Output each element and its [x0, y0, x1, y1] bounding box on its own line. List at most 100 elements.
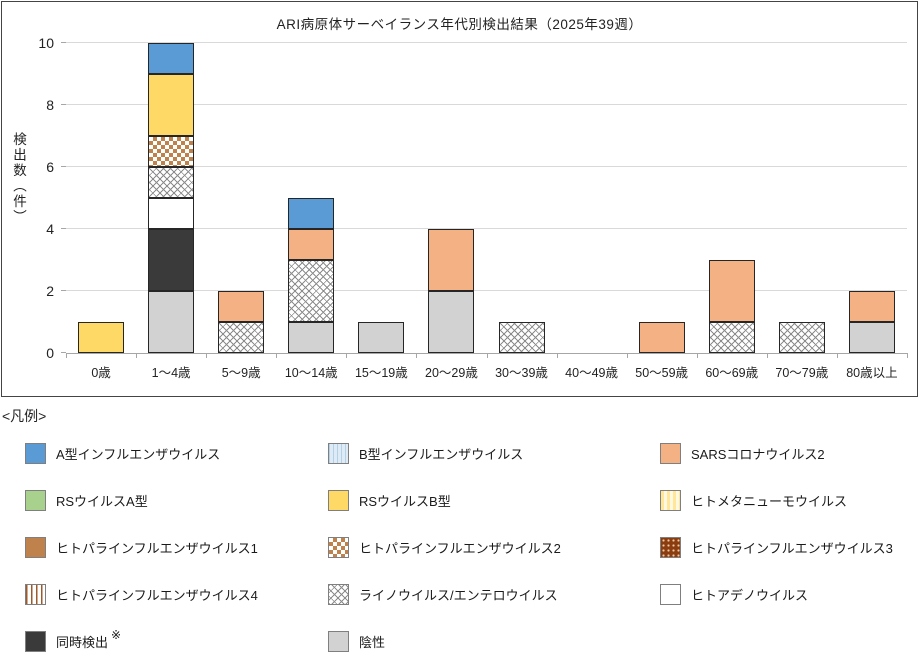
x-axis-label: 70～79歳: [775, 366, 829, 380]
gridline: [66, 228, 907, 229]
x-axis-label: 40～49歳: [565, 366, 618, 380]
legend-swatch: [328, 442, 349, 464]
legend-section: <凡例> A型インフルエンザウイルス B型インフルエンザウイルス SARSコロナウイ…: [0, 399, 920, 652]
legend-item: ヒトアデノウイルス: [660, 583, 920, 605]
legend-item: ヒトパラインフルエンザウイルス2: [328, 536, 660, 558]
bar-segment: [288, 198, 335, 229]
stacked-bar: [498, 322, 545, 353]
x-axis-tick: [136, 353, 138, 358]
legend-swatch: [25, 489, 46, 511]
legend-swatch: [25, 442, 46, 464]
bar-slot: [136, 43, 206, 353]
bar-segment: [148, 74, 195, 136]
stacked-bar: [148, 43, 195, 353]
legend-label: SARSコロナウイルス2: [691, 446, 825, 462]
legend-grid: A型インフルエンザウイルス B型インフルエンザウイルス SARSコロナウイルス2 RS…: [25, 442, 920, 652]
legend-item: ライノウイルス/エンテロウイルス: [328, 583, 660, 605]
legend-label: RSウイルスB型: [359, 493, 451, 509]
stacked-bar: [638, 322, 685, 353]
legend-label: ヒトパラインフルエンザウイルス4: [56, 587, 258, 603]
gridline: [66, 290, 907, 291]
bar-segment: [778, 322, 825, 353]
bar-slot: [486, 44, 556, 353]
x-axis-tick: [907, 353, 908, 358]
bar-slot: [767, 44, 837, 353]
legend-item: A型インフルエンザウイルス: [25, 442, 328, 464]
bar-slot: [416, 44, 486, 353]
legend-label: B型インフルエンザウイルス: [359, 446, 524, 462]
x-axis-tick: [626, 353, 628, 358]
x-axis-label: 30～39歳: [495, 366, 548, 380]
x-axis-label: 80歳以上: [846, 366, 898, 380]
x-axis-tick: [416, 353, 418, 358]
x-axis-label: 20～29歳: [425, 366, 478, 380]
legend-item: RSウイルスA型: [25, 489, 328, 511]
x-axis-label: 15～19歳: [354, 366, 408, 380]
y-axis-tick-label: 6: [46, 159, 54, 175]
bar-slot: [206, 44, 276, 353]
legend-item: RSウイルスB型: [328, 489, 660, 511]
bar-slot: [557, 44, 627, 353]
legend-label: ヒトパラインフルエンザウイルス2: [359, 540, 561, 556]
bar-segment: [218, 322, 265, 353]
x-axis-label: 5～9歳: [221, 366, 261, 380]
bar-segment: [498, 322, 545, 353]
legend-label: 陰性: [359, 634, 386, 650]
x-axis-tick: [276, 353, 278, 358]
bar-segment: [358, 322, 405, 353]
bar-segment: [848, 322, 895, 353]
bar-slot: [346, 44, 416, 353]
bar-slot: [66, 44, 136, 353]
y-axis-tick-label: 10: [38, 35, 54, 51]
x-axis-tick: [696, 353, 698, 358]
y-axis-tick-label: 2: [46, 283, 54, 299]
x-axis-labels: 0歳 1～4歳 5～9歳 10～14歳 15～19歳 20～29歳 30～39歳 40～49歳…: [66, 362, 907, 381]
legend-label: 同時検出: [56, 634, 109, 650]
bar-segment: [148, 198, 195, 229]
legend-item: SARSコロナウイルス2: [660, 442, 920, 464]
bar-segment: [638, 322, 685, 353]
bar-segment: [848, 291, 895, 322]
legend-item: ヒトパラインフルエンザウイルス1: [25, 536, 328, 558]
bar-slot: [276, 44, 346, 353]
stacked-bar: [708, 260, 755, 353]
stacked-bar: [778, 322, 825, 353]
x-axis-tick: [766, 353, 768, 358]
legend-label: RSウイルスA型: [56, 493, 148, 509]
bar-segment: [148, 291, 195, 353]
legend-swatch: [660, 442, 681, 464]
stacked-bar: [288, 198, 335, 353]
y-axis-tick: [61, 42, 66, 43]
bar-segment: [428, 229, 475, 291]
x-axis-label: 60～69歳: [705, 366, 759, 380]
bar-segment: [428, 291, 475, 353]
legend-label: A型インフルエンザウイルス: [56, 446, 221, 462]
plot-area: 0 2 4 6 8 10: [38, 35, 908, 361]
legend-label: ヒトパラインフルエンザウイルス1: [56, 540, 258, 556]
bar-segment: [708, 260, 755, 322]
y-axis-title: 検出数（件）: [11, 132, 26, 225]
x-axis-tick: [346, 353, 348, 358]
legend-item: 陰性: [328, 630, 660, 652]
x-axis-tick: [556, 353, 558, 358]
legend-item: ヒトパラインフルエンザウイルス4: [25, 583, 328, 605]
y-axis-tick: [61, 290, 66, 291]
legend-item: 同時検出 ※: [25, 628, 328, 652]
legend-swatch: [660, 583, 681, 605]
bar-segment: [148, 229, 195, 291]
legend-swatch: [328, 536, 349, 558]
legend-item: ヒトメタニューモウイルス: [660, 489, 920, 511]
bar-slot: [837, 44, 907, 353]
legend-swatch: [328, 630, 349, 652]
stacked-bar: [358, 322, 405, 353]
gridline: [66, 166, 907, 167]
gridline: [66, 42, 907, 43]
legend-item: ヒトパラインフルエンザウイルス3: [660, 536, 920, 558]
stacked-bar: [428, 229, 475, 353]
bar-segment: [218, 291, 265, 322]
x-axis-tick: [206, 353, 208, 358]
legend-label: ライノウイルス/エンテロウイルス: [359, 587, 558, 603]
legend-note-mark: ※: [111, 628, 122, 642]
y-axis-tick: [61, 104, 66, 105]
